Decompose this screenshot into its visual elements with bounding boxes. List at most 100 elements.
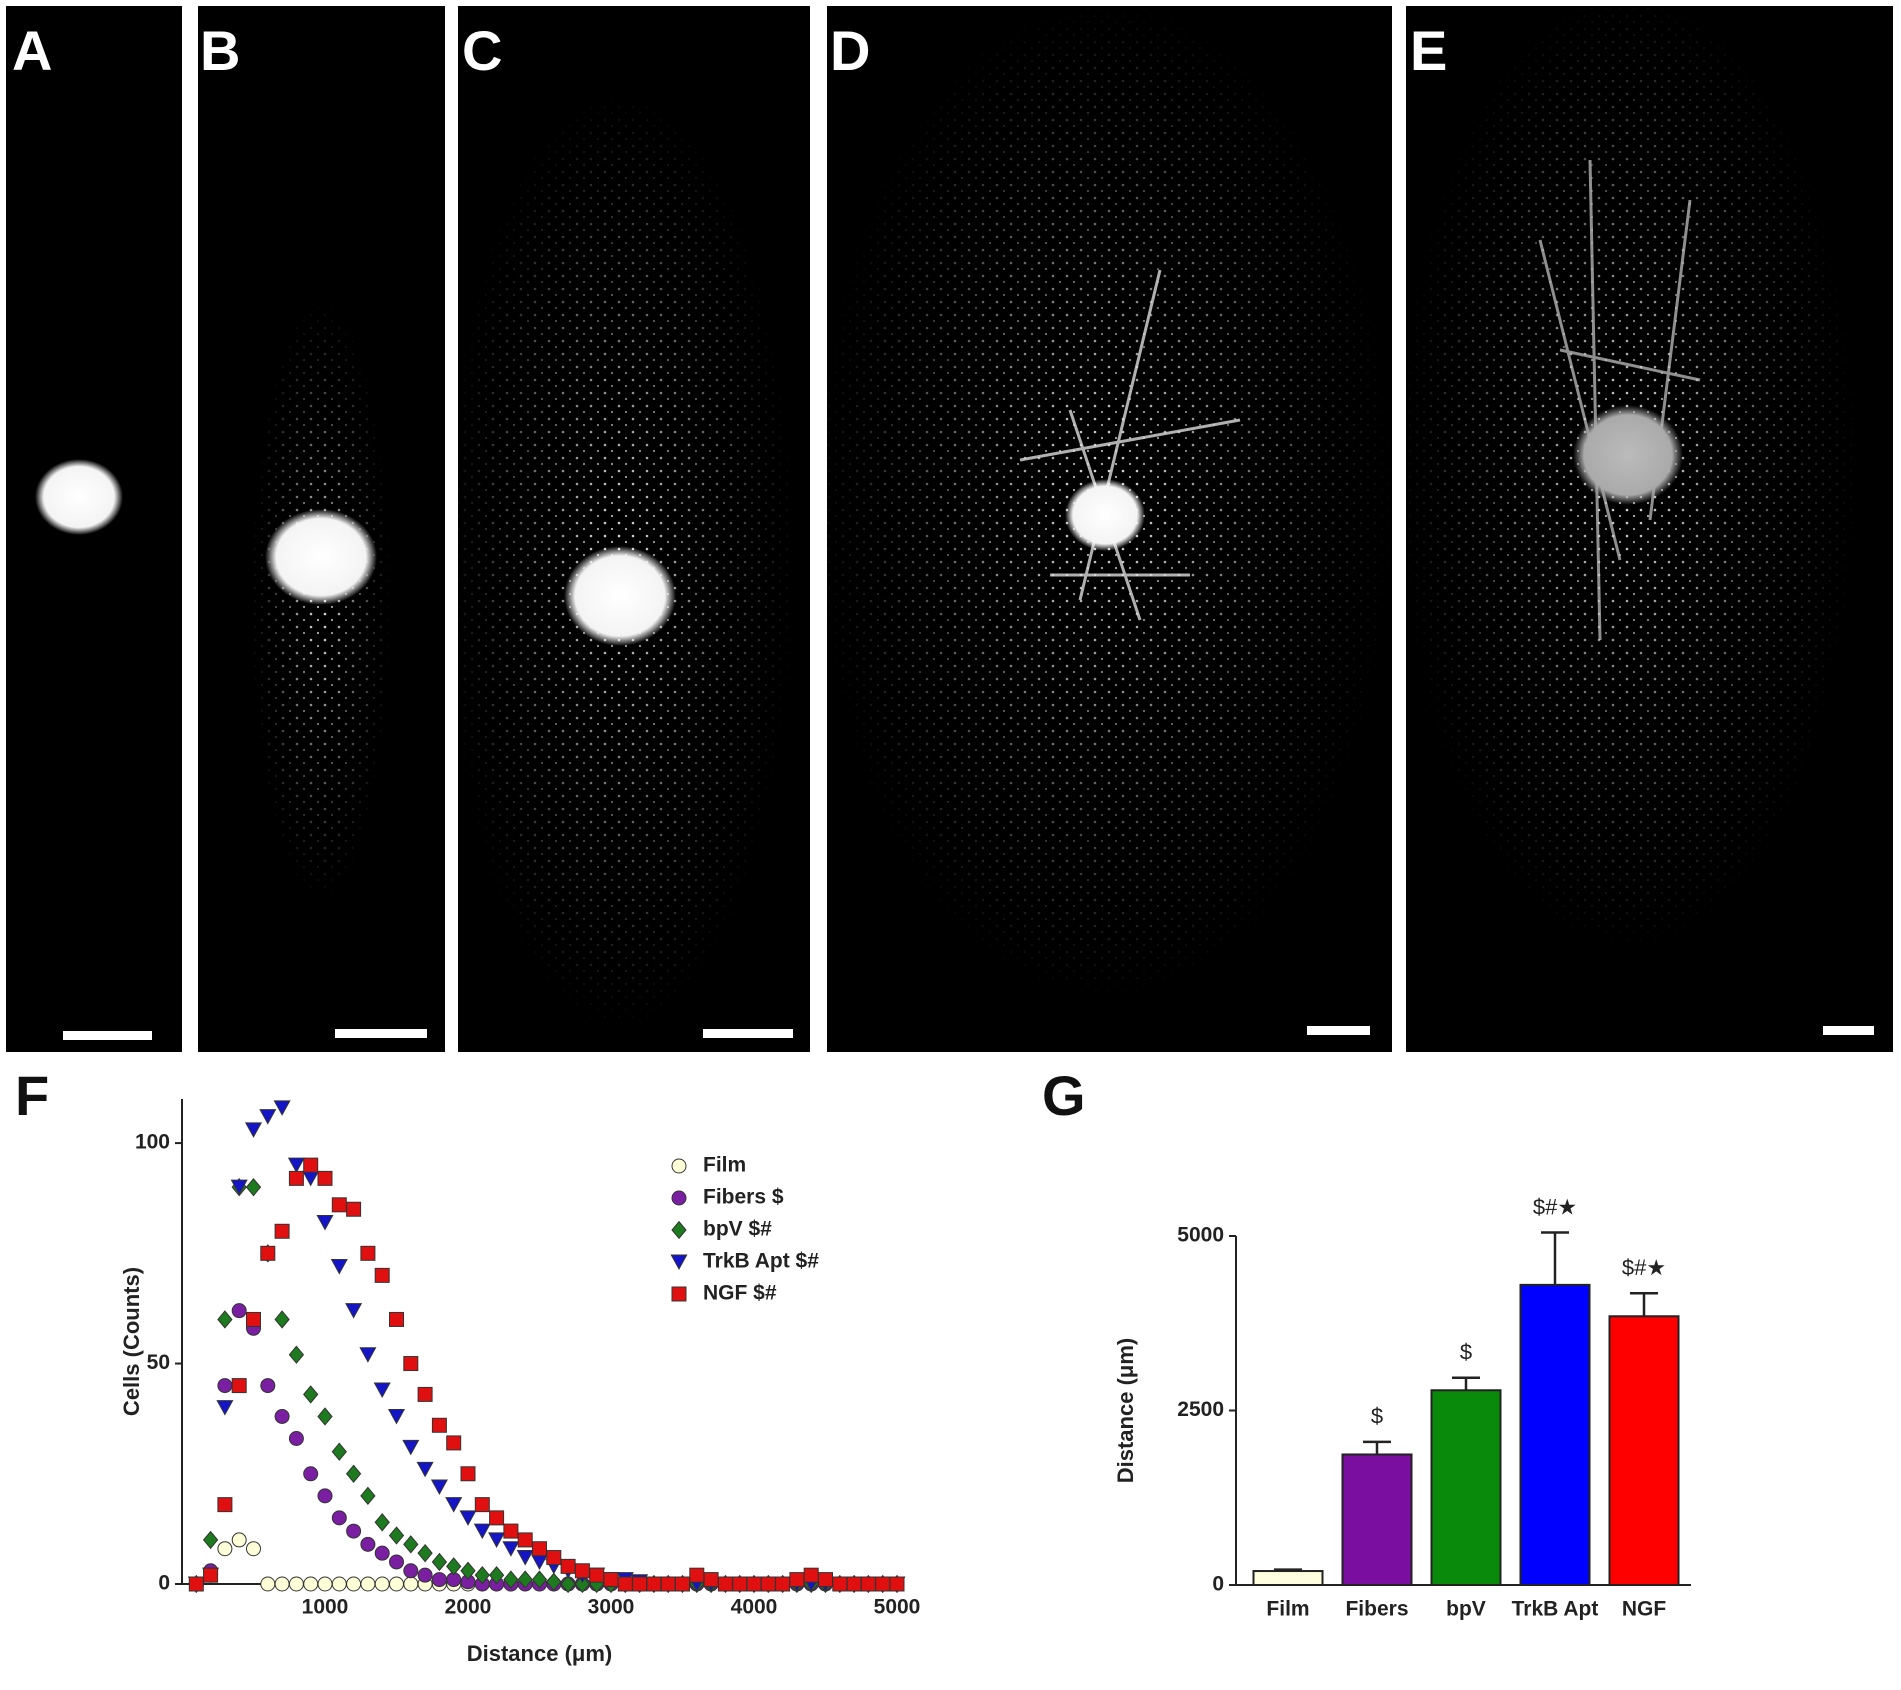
point bbox=[746, 1576, 762, 1592]
point bbox=[303, 1466, 319, 1482]
point bbox=[689, 1567, 705, 1583]
x-tick-label: NGF bbox=[1622, 1598, 1667, 1621]
legend-label: NGF $# bbox=[703, 1282, 777, 1305]
bar bbox=[1519, 1283, 1591, 1586]
panel-e: E bbox=[1398, 0, 1893, 1052]
point bbox=[230, 1179, 248, 1196]
point bbox=[660, 1576, 676, 1592]
panel-label: G bbox=[1042, 1064, 1086, 1127]
point bbox=[346, 1523, 362, 1539]
point bbox=[431, 1552, 448, 1572]
point bbox=[789, 1572, 805, 1588]
y-tick-label: 2500 bbox=[1177, 1398, 1224, 1421]
point bbox=[231, 1378, 247, 1394]
point bbox=[345, 1303, 363, 1319]
scale-bar bbox=[1307, 1026, 1370, 1035]
bar bbox=[1341, 1453, 1413, 1586]
point bbox=[889, 1576, 905, 1592]
point bbox=[531, 1570, 548, 1589]
point bbox=[416, 1461, 434, 1478]
point bbox=[417, 1543, 433, 1563]
point bbox=[273, 1100, 291, 1116]
y-axis-label: Cells (Counts) bbox=[119, 1267, 144, 1416]
point bbox=[389, 1554, 404, 1570]
legend-label: TrkB Apt $# bbox=[703, 1250, 819, 1273]
point bbox=[317, 1488, 333, 1504]
y-tick-label: 0 bbox=[1212, 1573, 1224, 1596]
point bbox=[516, 1550, 534, 1566]
point bbox=[417, 1567, 433, 1583]
point bbox=[530, 1554, 549, 1570]
scale-bar bbox=[335, 1029, 427, 1038]
point bbox=[403, 1535, 419, 1554]
annotation: $#★ bbox=[1533, 1194, 1577, 1219]
point bbox=[260, 1378, 276, 1394]
annotation: $ bbox=[1371, 1404, 1383, 1429]
point bbox=[360, 1536, 376, 1552]
y-tick-label: 100 bbox=[135, 1131, 170, 1154]
point bbox=[331, 1576, 347, 1592]
point bbox=[346, 1201, 362, 1217]
point bbox=[288, 1345, 305, 1364]
point bbox=[473, 1523, 491, 1540]
point bbox=[488, 1566, 505, 1585]
point bbox=[317, 1170, 333, 1186]
x-tick-label: Film bbox=[1266, 1598, 1309, 1621]
y-tick-label: 50 bbox=[147, 1351, 170, 1374]
scale-bar bbox=[63, 1031, 152, 1040]
point bbox=[303, 1576, 319, 1592]
point bbox=[231, 1532, 247, 1548]
point bbox=[459, 1510, 477, 1526]
point bbox=[346, 1576, 362, 1592]
point bbox=[503, 1570, 519, 1589]
point bbox=[374, 1267, 390, 1283]
legend-label: Film bbox=[703, 1154, 746, 1177]
point bbox=[274, 1576, 290, 1592]
point bbox=[617, 1576, 633, 1592]
point bbox=[330, 1259, 348, 1275]
point bbox=[274, 1223, 290, 1239]
point bbox=[374, 1513, 390, 1532]
point bbox=[374, 1576, 390, 1592]
point bbox=[303, 1157, 319, 1173]
point bbox=[244, 1122, 263, 1138]
point bbox=[260, 1576, 276, 1592]
annotation: $#★ bbox=[1622, 1255, 1666, 1280]
point bbox=[387, 1408, 406, 1425]
point bbox=[589, 1567, 605, 1583]
point bbox=[675, 1576, 690, 1592]
point bbox=[717, 1576, 733, 1592]
point bbox=[231, 1303, 247, 1319]
point bbox=[203, 1567, 219, 1583]
point bbox=[546, 1572, 562, 1591]
legend-marker bbox=[671, 1220, 687, 1240]
point bbox=[430, 1479, 448, 1496]
scale-bar bbox=[703, 1029, 793, 1038]
point bbox=[360, 1245, 376, 1261]
point bbox=[474, 1566, 490, 1585]
x-tick-label: 5000 bbox=[874, 1596, 921, 1619]
point bbox=[775, 1576, 791, 1592]
point bbox=[460, 1561, 476, 1580]
point bbox=[574, 1574, 591, 1594]
point bbox=[431, 1417, 447, 1433]
bar bbox=[1608, 1315, 1680, 1587]
point bbox=[202, 1530, 219, 1550]
point bbox=[188, 1576, 204, 1592]
point bbox=[446, 1435, 462, 1451]
bar bbox=[1430, 1389, 1502, 1587]
annotation: $ bbox=[1460, 1340, 1472, 1365]
panel-b: B bbox=[198, 6, 445, 1052]
point bbox=[431, 1572, 447, 1588]
point bbox=[517, 1570, 533, 1589]
point bbox=[560, 1558, 576, 1574]
x-axis-label: Distance (μm) bbox=[467, 1641, 613, 1666]
point bbox=[632, 1576, 648, 1592]
point bbox=[217, 1310, 233, 1329]
point bbox=[703, 1572, 719, 1588]
point bbox=[488, 1532, 506, 1548]
point bbox=[445, 1497, 463, 1513]
point bbox=[302, 1170, 320, 1187]
point bbox=[331, 1442, 347, 1461]
point bbox=[546, 1550, 562, 1566]
